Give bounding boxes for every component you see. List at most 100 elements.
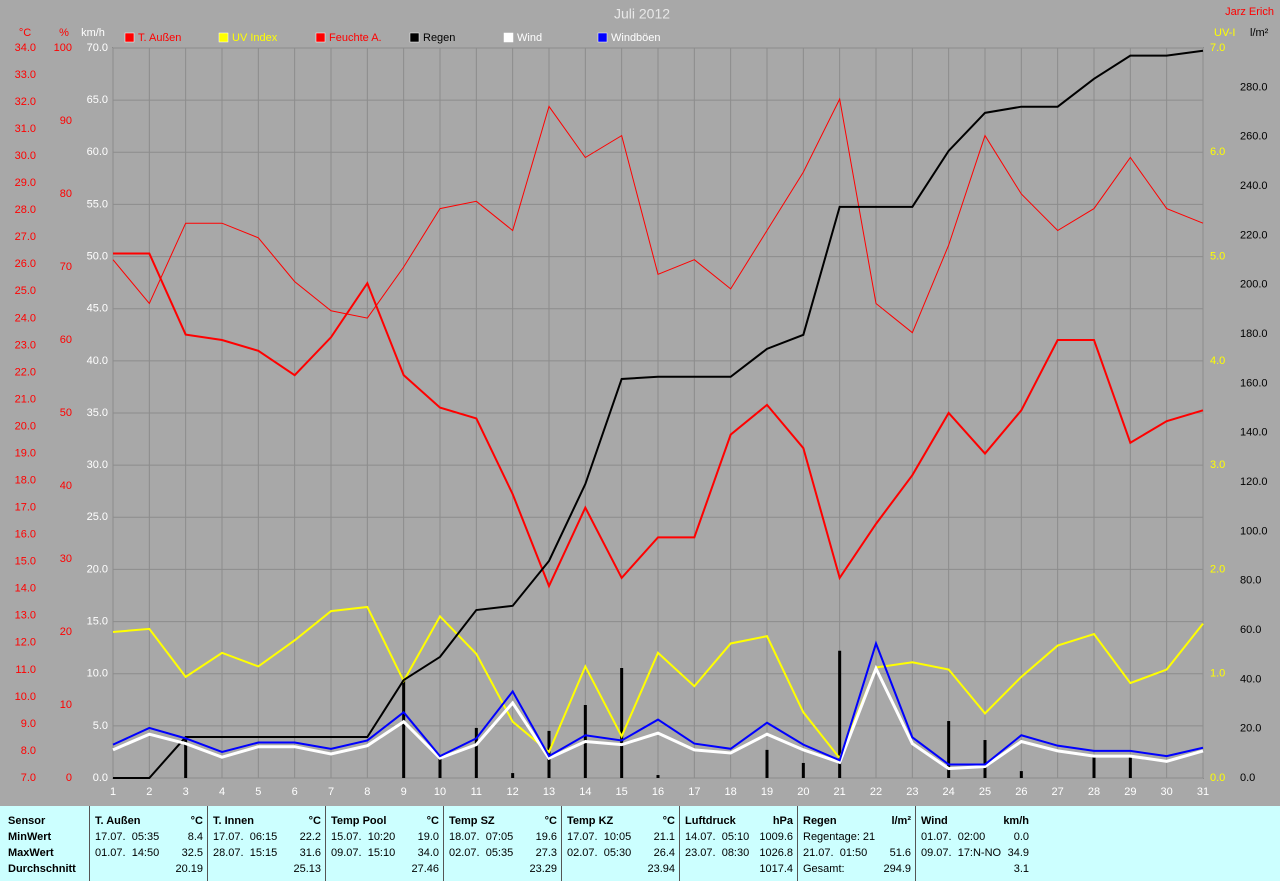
y-tick-label: 60 bbox=[60, 334, 72, 346]
cell-date: 02.07. 05:30 bbox=[567, 847, 632, 859]
y-tick-label: 25.0 bbox=[15, 285, 36, 297]
axis-unit-label: km/h bbox=[81, 27, 105, 39]
y-tick-label: 8.0 bbox=[21, 745, 36, 757]
y-tick-label: 100.0 bbox=[1240, 525, 1268, 537]
x-tick-label: 12 bbox=[507, 786, 519, 798]
column-unit: °C bbox=[426, 815, 439, 827]
y-tick-label: 0 bbox=[66, 772, 72, 784]
cell-date: 09.07. 15:10 bbox=[331, 847, 396, 859]
column-name: Temp SZ bbox=[449, 815, 495, 827]
chart-title: Juli 2012 bbox=[614, 6, 670, 22]
series-line bbox=[113, 252, 1204, 589]
axis-unit-label: % bbox=[59, 27, 69, 39]
series-line bbox=[112, 664, 1204, 771]
legend-label: T. Außen bbox=[138, 32, 181, 44]
cell-value: 3.1 bbox=[1013, 863, 1029, 875]
y-tick-label: 21.0 bbox=[15, 393, 36, 405]
x-tick-label: 27 bbox=[1052, 786, 1064, 798]
column-unit: hPa bbox=[772, 815, 793, 827]
column-separator bbox=[561, 806, 562, 881]
y-tick-label: 6.0 bbox=[1210, 146, 1225, 158]
y-tick-label: 80.0 bbox=[1240, 575, 1261, 587]
cell-value: 21.1 bbox=[653, 831, 675, 843]
x-tick-label: 20 bbox=[797, 786, 809, 798]
y-tick-label: 90 bbox=[60, 115, 72, 127]
column-unit: °C bbox=[190, 815, 203, 827]
x-tick-label: 14 bbox=[579, 786, 591, 798]
y-tick-label: 65.0 bbox=[87, 94, 108, 106]
y-tick-label: 26.0 bbox=[15, 258, 36, 270]
y-tick-label: 10 bbox=[60, 699, 72, 711]
rain-bar bbox=[1128, 755, 1132, 778]
cell-value: 31.6 bbox=[299, 847, 321, 859]
column-separator bbox=[797, 806, 798, 881]
rain-bar bbox=[511, 773, 515, 778]
rain-bar bbox=[983, 740, 987, 778]
cell-value: 23.94 bbox=[647, 863, 675, 875]
y-tick-label: 30.0 bbox=[87, 459, 108, 471]
y-tick-label: 12.0 bbox=[15, 637, 36, 649]
y-tick-label: 20.0 bbox=[15, 420, 36, 432]
y-tick-label: 50 bbox=[60, 407, 72, 419]
rain-bar bbox=[620, 668, 624, 778]
y-tick-label: 260.0 bbox=[1240, 131, 1268, 143]
y-tick-label: 2.0 bbox=[1210, 563, 1225, 575]
column-name: Luftdruck bbox=[685, 815, 736, 827]
column-name: T. Außen bbox=[95, 815, 141, 827]
rain-bar bbox=[765, 749, 769, 778]
cell-value: 1026.8 bbox=[759, 847, 793, 859]
rain-bar bbox=[1019, 771, 1023, 778]
cell-value: 22.2 bbox=[299, 831, 321, 843]
column-unit: °C bbox=[308, 815, 321, 827]
x-tick-label: 4 bbox=[219, 786, 225, 798]
y-tick-label: 34.0 bbox=[15, 42, 36, 54]
x-tick-label: 9 bbox=[401, 786, 407, 798]
series-line bbox=[112, 640, 1204, 766]
y-tick-label: 200.0 bbox=[1240, 279, 1268, 291]
series-line bbox=[112, 605, 1204, 761]
column-name: Regen bbox=[803, 815, 837, 827]
y-tick-label: 15.0 bbox=[87, 615, 108, 627]
column-separator bbox=[679, 806, 680, 881]
x-tick-label: 23 bbox=[906, 786, 918, 798]
y-tick-label: 20.0 bbox=[1240, 723, 1261, 735]
cell-value: 1017.4 bbox=[759, 863, 793, 875]
cell-value: 32.5 bbox=[181, 847, 203, 859]
x-tick-label: 5 bbox=[255, 786, 261, 798]
cell-date: 17.07. 06:15 bbox=[213, 831, 278, 843]
rain-bar bbox=[656, 775, 660, 778]
x-tick-label: 3 bbox=[183, 786, 189, 798]
legend-label: Feuchte A. bbox=[329, 32, 382, 44]
x-tick-label: 1 bbox=[110, 786, 116, 798]
column-name: Wind bbox=[921, 815, 948, 827]
cell-date: 23.07. 08:30 bbox=[685, 847, 750, 859]
x-tick-label: 22 bbox=[870, 786, 882, 798]
column-separator bbox=[915, 806, 916, 881]
y-tick-label: 10.0 bbox=[87, 668, 108, 680]
y-tick-label: 33.0 bbox=[15, 69, 36, 81]
x-tick-label: 31 bbox=[1197, 786, 1209, 798]
y-tick-label: 13.0 bbox=[15, 610, 36, 622]
row-label: Durchschnitt bbox=[8, 863, 76, 875]
y-tick-label: 240.0 bbox=[1240, 180, 1268, 192]
cell-date: 14.07. 05:10 bbox=[685, 831, 750, 843]
y-tick-label: 40.0 bbox=[1240, 673, 1261, 685]
cell-value: 26.4 bbox=[653, 847, 675, 859]
y-tick-label: 60.0 bbox=[1240, 624, 1261, 636]
y-tick-label: 0.0 bbox=[1240, 772, 1255, 784]
cell-value: 19.0 bbox=[417, 831, 439, 843]
y-tick-label: 70.0 bbox=[87, 42, 108, 54]
cell-date: 18.07. 07:05 bbox=[449, 831, 514, 843]
y-tick-label: 55.0 bbox=[87, 198, 108, 210]
row-label: MaxWert bbox=[8, 847, 54, 859]
y-tick-label: 25.0 bbox=[87, 511, 108, 523]
y-tick-label: 29.0 bbox=[15, 177, 36, 189]
rain-bar bbox=[474, 727, 478, 778]
y-tick-label: 40.0 bbox=[87, 355, 108, 367]
y-tick-label: 19.0 bbox=[15, 447, 36, 459]
cell-value: 27.3 bbox=[535, 847, 557, 859]
legend-label: Windböen bbox=[611, 32, 661, 44]
column-separator bbox=[89, 806, 90, 881]
row-label: Sensor bbox=[8, 815, 46, 827]
cell-date: 01.07. 14:50 bbox=[95, 847, 160, 859]
